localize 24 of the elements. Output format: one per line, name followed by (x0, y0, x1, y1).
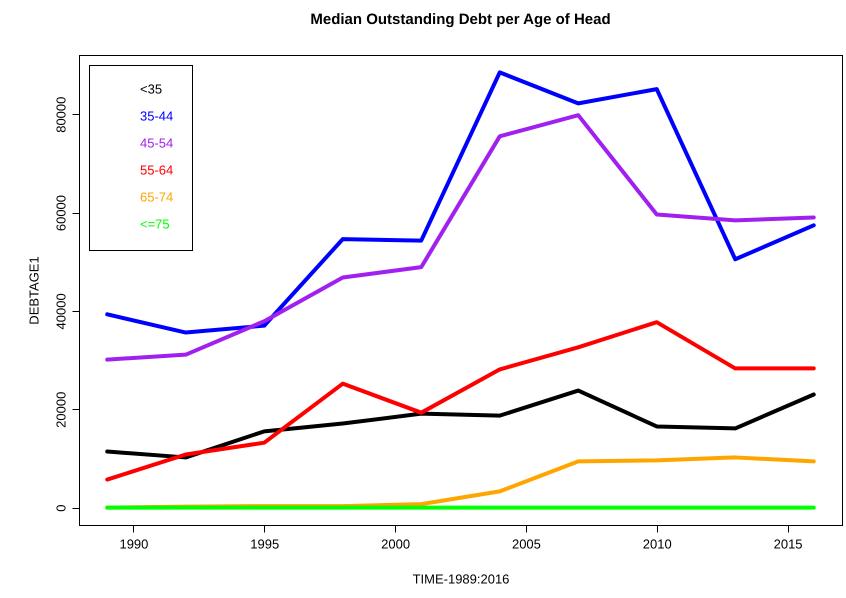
line-series (105, 320, 816, 482)
y-axis-title: DEBTAGE1 (26, 256, 42, 325)
y-tick-label: 80000 (54, 96, 68, 133)
line-series (105, 388, 816, 460)
text: <=75 (140, 216, 170, 232)
y-tick-label: 0 (54, 504, 68, 512)
chart-title: Median Outstanding Debt per Age of Head (310, 11, 611, 28)
text: 55-64 (140, 162, 174, 178)
line-series (105, 70, 816, 335)
x-tick-label: 2005 (512, 536, 541, 552)
x-tick-label: 2015 (774, 536, 803, 552)
x-tick-label: 2010 (642, 536, 672, 552)
text: 45-54 (140, 136, 174, 150)
line-series (105, 113, 816, 362)
y-tick-label: 20000 (54, 392, 68, 428)
x-axis-title: TIME-1989:2016 (412, 572, 510, 586)
text: 35-44 (140, 108, 174, 124)
text: <35 (140, 82, 162, 96)
y-tick-label: 60000 (54, 194, 68, 232)
x-tick-label: 1995 (250, 536, 280, 552)
y-tick-label: 40000 (54, 293, 68, 330)
x-tick-label: 1990 (119, 536, 148, 552)
text: 65-74 (140, 190, 174, 204)
x-tick-label: 2000 (381, 536, 410, 552)
